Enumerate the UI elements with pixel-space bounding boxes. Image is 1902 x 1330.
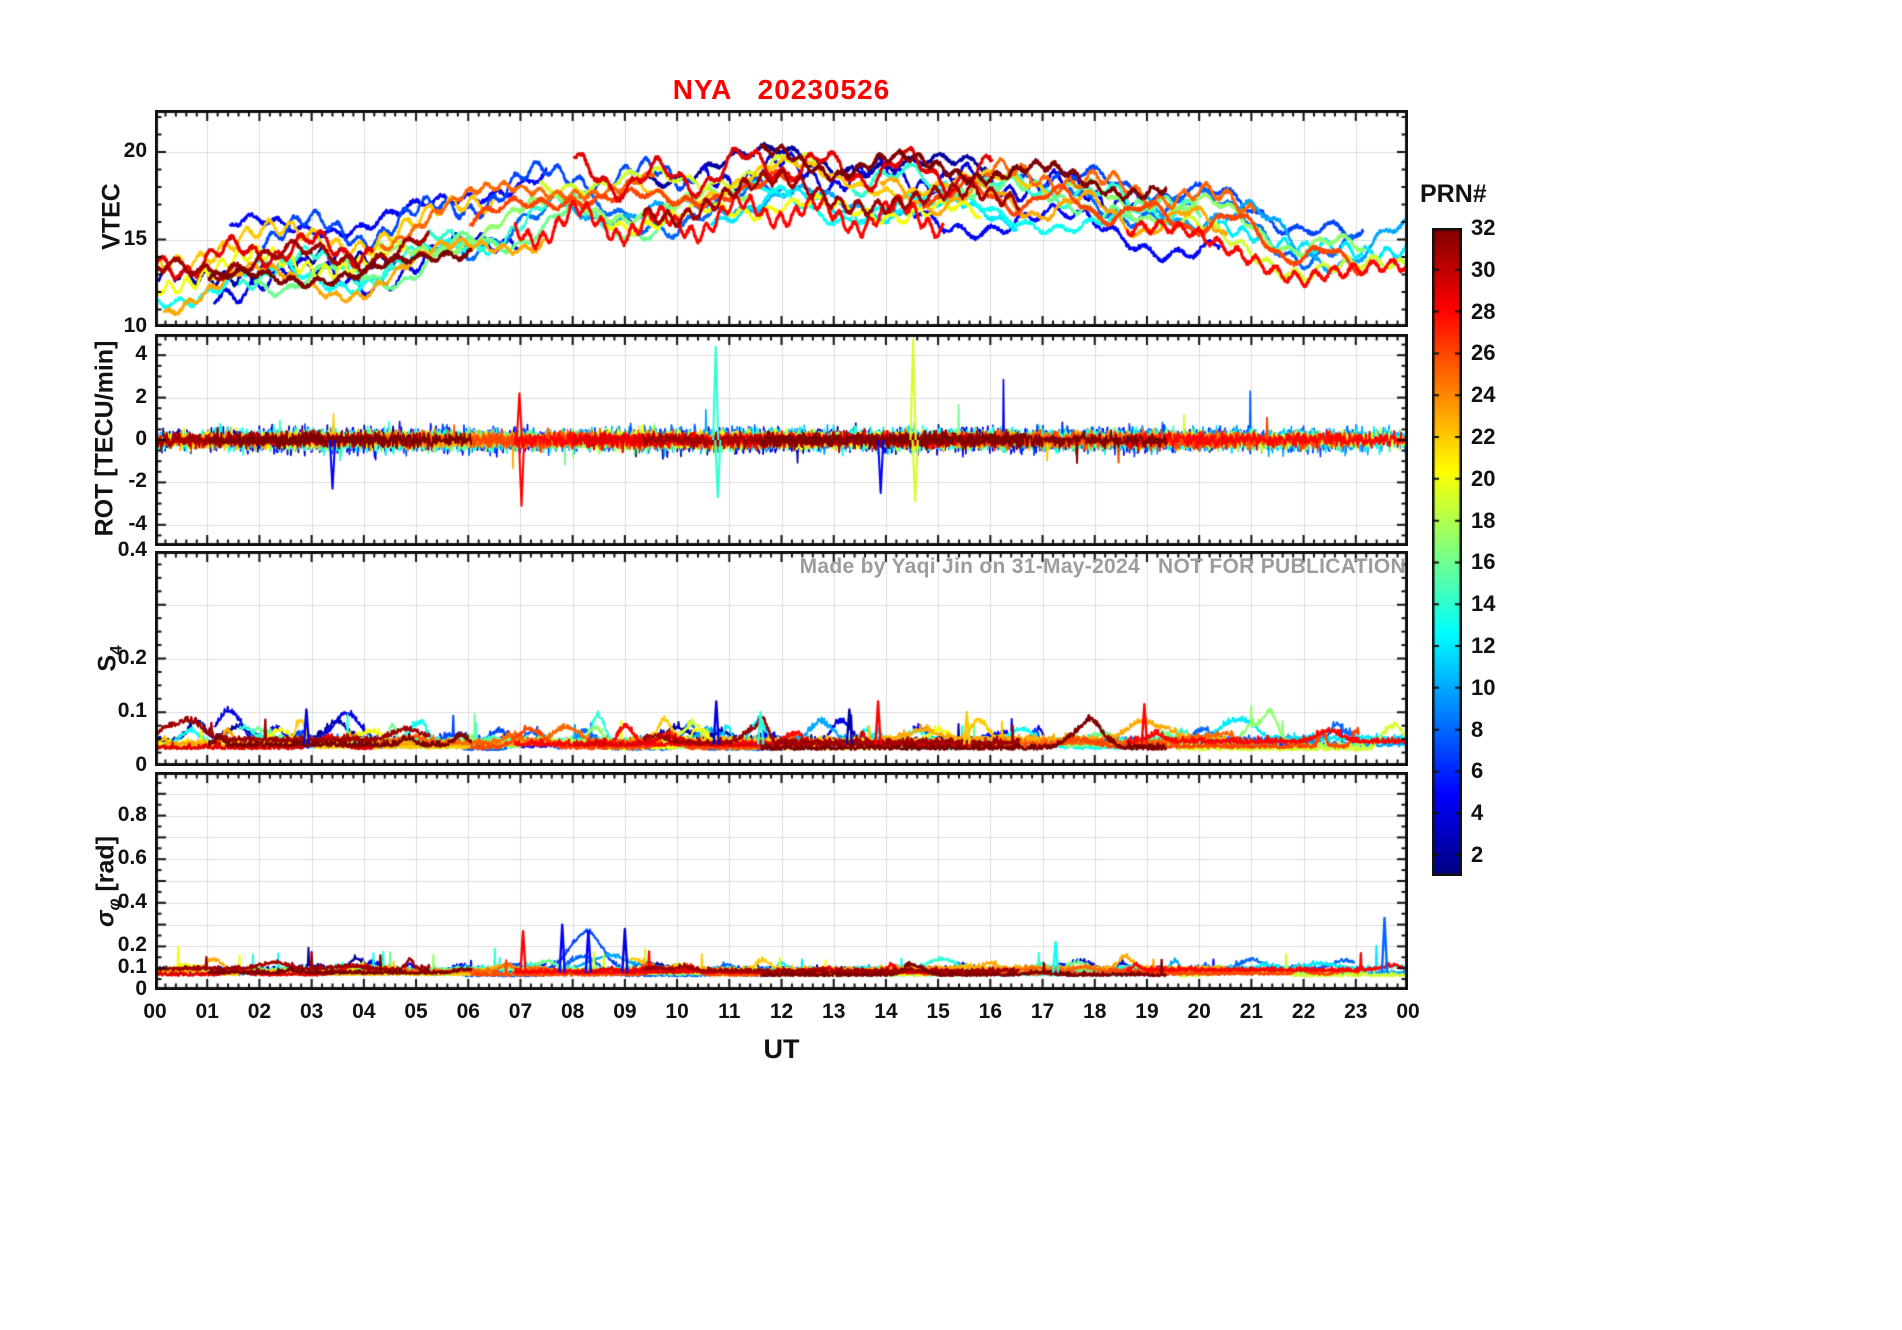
y-tick-label: 0.2	[117, 645, 147, 669]
x-tick-label: 13	[822, 1000, 846, 1023]
x-tick-label: 07	[508, 1000, 533, 1023]
y-tick-label: 0	[135, 427, 147, 450]
x-tick-label: 17	[1030, 1000, 1055, 1023]
colorbar-tick-label: 26	[1471, 340, 1496, 366]
x-tick-label: 08	[560, 1000, 585, 1023]
x-tick-label: 16	[978, 1000, 1002, 1023]
colorbar-tick-label: 24	[1471, 382, 1496, 408]
x-tick-label: 18	[1083, 1000, 1107, 1023]
y-tick-label: 0.4	[117, 889, 147, 913]
y-tick-label: 0.2	[117, 933, 147, 957]
y-tick-label: -4	[128, 511, 147, 535]
x-tick-label: 21	[1239, 1000, 1264, 1023]
colorbar-tick-label: 14	[1471, 591, 1496, 617]
colorbar-tick-label: 12	[1471, 633, 1496, 659]
x-tick-label: 00	[1396, 1000, 1420, 1023]
y-tick-label: 0.4	[117, 538, 147, 561]
colorbar-tick-label: 18	[1471, 507, 1496, 533]
x-tick-label: 01	[195, 1000, 219, 1023]
colorbar-tick-label: 20	[1471, 465, 1496, 491]
y-tick-label: 2	[135, 384, 147, 408]
colorbar-tick-label: 28	[1471, 298, 1496, 324]
s4-plot-canvas	[155, 551, 1408, 766]
y-tick-label: 0.8	[117, 802, 147, 826]
y-tick-label: 0	[135, 977, 147, 1000]
x-tick-label: 00	[143, 1000, 167, 1023]
colorbar	[1432, 228, 1462, 876]
watermark-not-for-publication: NOT FOR PUBLICATION	[1158, 555, 1406, 578]
x-tick-label: 12	[769, 1000, 794, 1023]
x-tick-label: 10	[665, 1000, 689, 1023]
rot-plot-canvas	[155, 334, 1408, 546]
x-tick-label: 06	[456, 1000, 480, 1023]
x-tick-label: 03	[299, 1000, 324, 1023]
y-tick-label: 0	[135, 753, 147, 776]
colorbar-tick-label: 32	[1471, 215, 1496, 240]
sigma-phi-plot-canvas	[155, 772, 1408, 990]
x-tick-label: 02	[247, 1000, 272, 1023]
x-tick-label: 09	[613, 1000, 637, 1023]
x-tick-label: 20	[1187, 1000, 1211, 1023]
x-tick-label: 05	[404, 1000, 428, 1023]
x-tick-label: 22	[1291, 1000, 1316, 1023]
x-tick-label: 04	[352, 1000, 376, 1023]
y-tick-label: 4	[135, 342, 147, 366]
y-tick-label: 0.1	[117, 699, 147, 723]
colorbar-tick-label: 4	[1471, 800, 1484, 826]
colorbar-tick-label: 22	[1471, 424, 1496, 450]
chart-title: NYA 20230526	[672, 74, 891, 105]
y-tick-label: 0.1	[117, 955, 147, 979]
colorbar-tick-label: 30	[1471, 256, 1496, 282]
y-tick-label: 20	[123, 139, 147, 162]
colorbar-tick-label: 8	[1471, 716, 1484, 742]
y-tick-label: 15	[123, 226, 147, 250]
x-axis-label: UT	[763, 1034, 800, 1064]
x-tick-label: 23	[1344, 1000, 1368, 1023]
y-tick-label: 10	[123, 314, 147, 337]
colorbar-title: PRN#	[1420, 180, 1487, 208]
colorbar-tick-label: 2	[1471, 842, 1484, 868]
x-tick-label: 11	[718, 1000, 741, 1023]
x-tick-label: 19	[1135, 1000, 1159, 1023]
y-tick-label: 0.6	[117, 846, 147, 870]
y-axis-label-vtec: VTEC	[98, 97, 127, 337]
colorbar-tick-label: 10	[1471, 674, 1496, 700]
x-tick-label: 15	[926, 1000, 950, 1023]
watermark-made-by: Made by Yaqi Jin on 31-May-2024	[799, 555, 1140, 578]
y-tick-label: -2	[128, 469, 147, 493]
colorbar-tick-label: 16	[1471, 549, 1496, 575]
colorbar-tick-label: 6	[1471, 758, 1484, 784]
vtec-plot-canvas	[155, 110, 1408, 327]
x-tick-label: 14	[874, 1000, 898, 1023]
